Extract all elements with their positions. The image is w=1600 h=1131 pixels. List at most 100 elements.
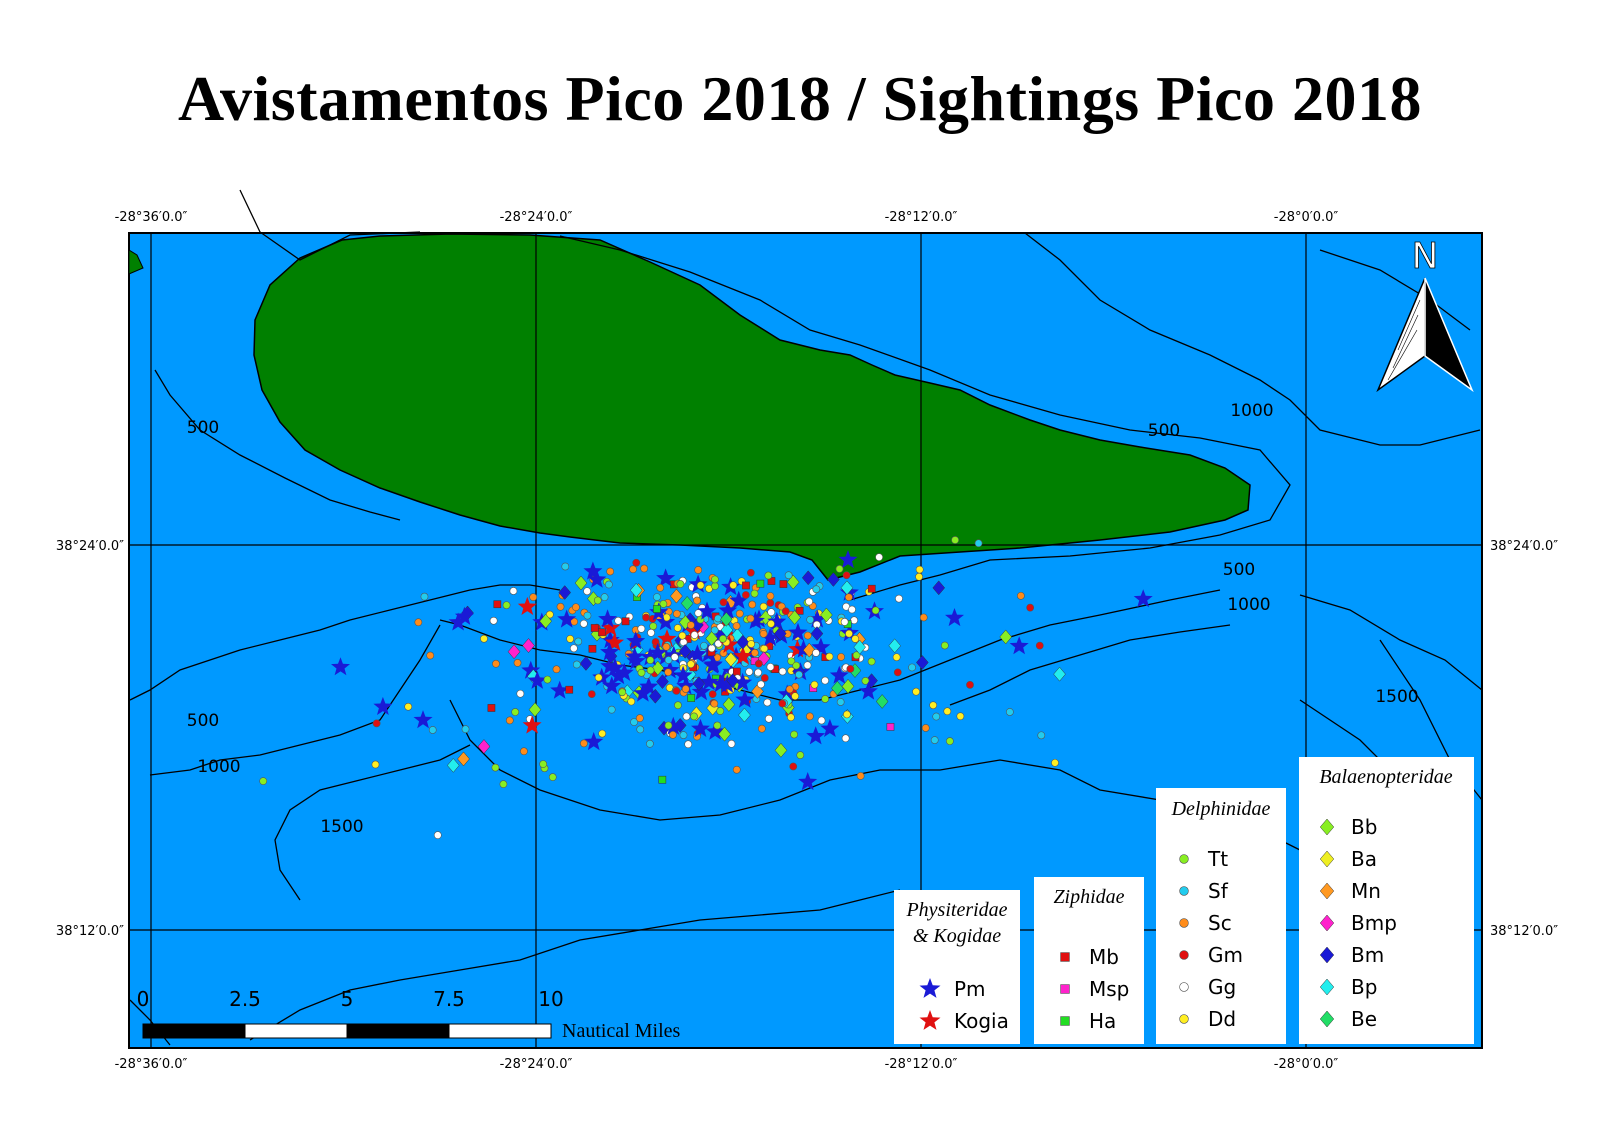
sighting-gm-icon (766, 599, 775, 607)
scale-tick: 0 (137, 987, 150, 1011)
sighting-tt-icon (637, 668, 646, 677)
sighting-gm-icon (741, 591, 750, 599)
sighting-tt-icon (787, 657, 796, 666)
sighting-sf-icon (1037, 731, 1046, 740)
sighting-mb-icon (565, 685, 574, 694)
sighting-sc-icon (656, 583, 665, 592)
sighting-pm-icon (806, 726, 826, 745)
sighting-pm-icon (373, 696, 393, 715)
sighting-bb-icon (651, 660, 665, 676)
sighting-pm-icon (600, 642, 620, 661)
sighting-pm-icon (413, 710, 433, 729)
lat-label: 38°24′0.0″ (56, 539, 124, 554)
scale-tick: 10 (538, 987, 563, 1011)
sighting-sc-icon (732, 765, 741, 774)
sc-legend-icon (1179, 918, 1189, 928)
sighting-tt-icon (259, 777, 268, 785)
sighting-mb-icon (742, 581, 750, 590)
sighting-dd-icon (594, 673, 603, 682)
sighting-bm-icon (558, 585, 572, 600)
sighting-pm-icon (697, 601, 717, 620)
sighting-gm-icon (672, 687, 681, 695)
sighting-mb-icon (732, 667, 741, 676)
sighting-bb-icon (722, 697, 736, 712)
sighting-mb-icon (867, 584, 876, 593)
sighting-pm-icon (625, 646, 645, 665)
sighting-sc-icon (757, 724, 766, 733)
sighting-be-icon (720, 611, 733, 627)
sighting-sf-icon (1005, 708, 1014, 716)
sighting-msp-icon (886, 723, 895, 731)
sighting-bm-icon (656, 674, 669, 689)
sighting-gg-icon (805, 597, 813, 606)
sighting-sc-icon (664, 668, 673, 677)
sighting-dd-icon (845, 629, 853, 638)
sighting-bp-icon (888, 638, 901, 654)
legend-label: Sf (1208, 879, 1229, 903)
sighting-tt-icon (711, 575, 719, 584)
sighting-bm-icon (916, 655, 929, 670)
bmp-legend-icon (1319, 914, 1335, 932)
sighting-pm-icon (656, 568, 676, 587)
sighting-pm-icon (735, 689, 755, 708)
sighting-sc-icon (640, 564, 649, 573)
sighting-gm-icon (719, 598, 728, 607)
sighting-gg-icon (848, 605, 856, 614)
sighting-pm-icon (648, 643, 668, 662)
sighting-pm-icon (699, 672, 719, 691)
sighting-gg-icon (579, 619, 588, 628)
sighting-tt-icon (690, 712, 698, 721)
sighting-pm-icon (711, 674, 730, 693)
sighting-bb-icon (788, 610, 801, 625)
sighting-sc-icon (748, 600, 757, 609)
depth-label: 1000 (1230, 401, 1273, 421)
sighting-sf-icon (604, 580, 613, 589)
sighting-dd-icon (956, 712, 965, 721)
sighting-sc-icon (552, 665, 561, 674)
sighting-pm-icon (626, 631, 646, 650)
sighting-pm-icon (448, 612, 468, 631)
legend-label: Msp (1089, 977, 1129, 1001)
sighting-sc-icon (505, 716, 514, 725)
lon-label: -28°36′0.0″ (115, 210, 188, 225)
sighting-bm-icon (579, 656, 593, 671)
sighting-gm-icon (893, 668, 902, 677)
sighting-kogia-icon (522, 715, 542, 734)
sighting-dd-icon (943, 707, 952, 716)
scale-unit-label: Nautical Miles (562, 1020, 681, 1042)
sighting-tt-icon (852, 651, 861, 660)
sighting-pm-icon (598, 609, 618, 628)
sighting-pm-icon (767, 611, 787, 630)
sighting-mb-icon (588, 644, 597, 653)
sighting-sc-icon (766, 592, 775, 600)
sighting-sf-icon (795, 670, 803, 679)
sighting-bb-icon (774, 742, 788, 758)
sighting-sc-icon (556, 602, 565, 611)
sighting-bm-icon (736, 634, 750, 650)
legend-label: Dd (1208, 1007, 1236, 1031)
sighting-sf-icon (812, 585, 821, 594)
sighting-bm-icon (774, 626, 787, 642)
depth-label: 500 (1148, 421, 1180, 441)
sighting-tt-icon (593, 596, 602, 605)
sighting-sf-icon (600, 593, 609, 602)
longitude-labels-bottom: -28°36′0.0″ -28°24′0.0″ -28°12′0.0″ -28°… (115, 1057, 1339, 1072)
sighting-gm-icon (842, 571, 851, 580)
sighting-tt-icon (792, 661, 801, 670)
sighting-pm-icon (550, 680, 570, 699)
sighting-bb-icon (539, 613, 552, 629)
scale-bar: 0 2.5 5 7.5 10 Nautical Miles (137, 987, 681, 1042)
sighting-sf-icon (636, 725, 645, 734)
dd-legend-icon (1179, 1014, 1189, 1024)
sighting-dd-icon (627, 697, 636, 706)
sighting-mb-icon (590, 624, 599, 632)
sighting-sc-icon (735, 609, 744, 618)
lon-label: -28°12′0.0″ (885, 1057, 958, 1072)
sighting-pm-icon (633, 683, 653, 702)
sighting-tt-icon (548, 773, 557, 782)
sighting-sf-icon (420, 592, 429, 601)
sighting-sc-icon (635, 714, 644, 723)
sighting-gg-icon (767, 608, 776, 617)
sighting-sf-icon (710, 626, 719, 635)
